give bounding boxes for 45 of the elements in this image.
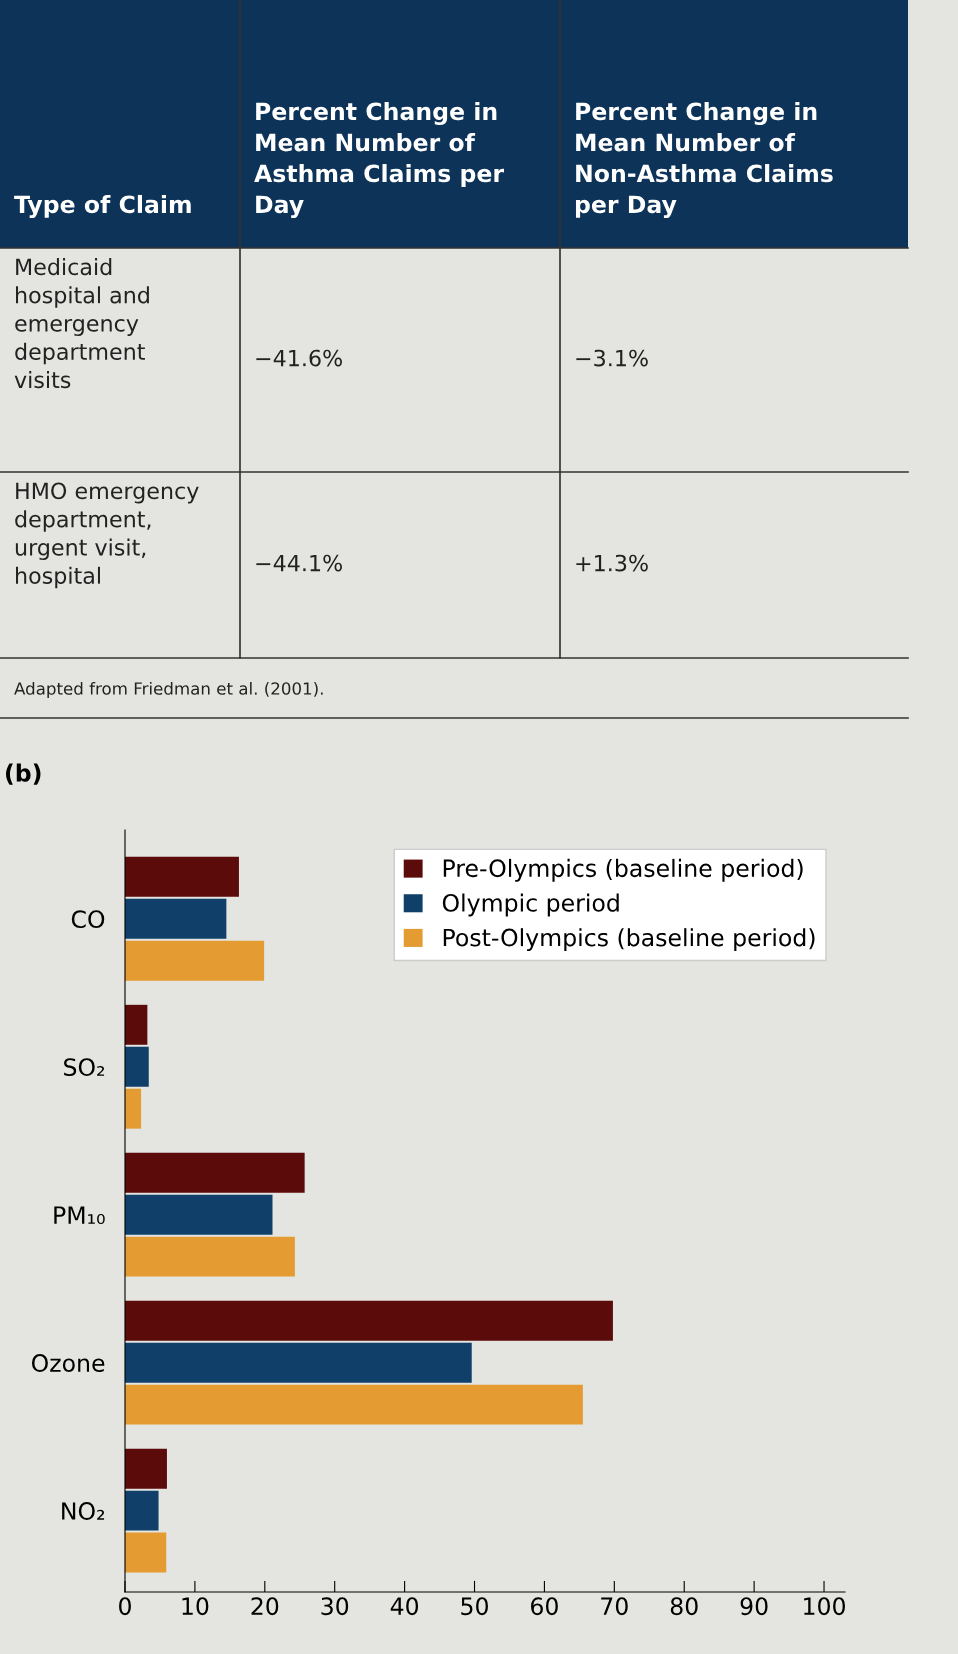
y-tick-label: PM₁₀ [54,1206,105,1224]
bar [125,1194,273,1235]
x-tick-label: 20 [251,1597,279,1616]
x-tick-label: 100 [804,1597,845,1616]
text: Adapted from Friedman et al. (2001). [14,681,323,699]
bar [125,1490,159,1531]
x-tick-label: 80 [670,1597,698,1616]
y-tick-label: Ozone [31,1354,105,1372]
y-tick-label: NO₂ [62,1502,105,1520]
text: Percent Change in Mean Number of Non-Asthma Claims per Day [575,102,833,218]
text: Medicaid hospital and emergency department visits [14,258,149,389]
text: −41.6% [256,349,342,367]
bar [125,856,239,897]
text: −3.1% [576,349,648,367]
bar [125,1236,295,1277]
text: Percent Change in Mean Number of Asthma Claims per Day [254,102,504,218]
y-tick-label: CO [71,910,105,929]
text: −44.1% [256,554,342,572]
bar [125,1088,142,1129]
x-tick-label: 0 [119,1597,131,1616]
legend-label: Olympic period [442,893,619,917]
bar [125,1384,583,1425]
x-tick-label: 40 [390,1597,419,1616]
bar [125,1448,167,1489]
legend-label: Pre-Olympics (baseline period) [443,858,803,882]
chart-title: (b) [6,763,41,785]
legend-label: Post-Olympics (baseline period) [443,928,815,952]
x-tick-label: 90 [740,1597,768,1616]
x-tick-label: 50 [461,1597,488,1616]
text: +1.3% [576,554,648,572]
x-tick-label: 60 [531,1597,558,1616]
text: HMO emergency department, urgent visit, hospital [15,482,199,589]
bar [125,1046,149,1087]
bar [125,1152,305,1193]
x-tick-label: 70 [601,1597,628,1616]
bar [125,1004,148,1045]
bar [125,940,265,981]
text: Type of Claim [14,194,191,218]
x-tick-label: 10 [182,1597,209,1616]
bar [125,1532,167,1573]
bar [125,1342,472,1383]
bar [125,898,227,939]
bar [125,1300,613,1341]
x-tick-label: 30 [321,1597,349,1616]
y-tick-label: SO₂ [64,1058,105,1077]
